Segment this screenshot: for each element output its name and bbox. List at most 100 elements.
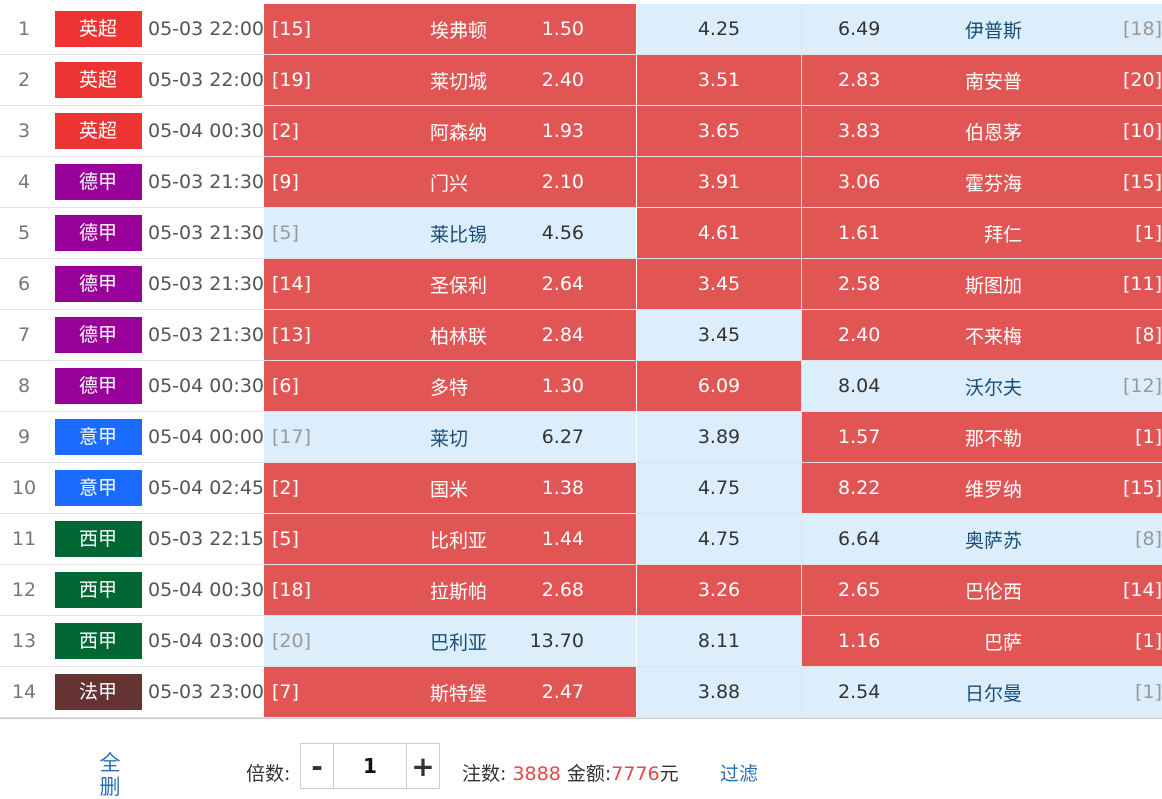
decrement-button[interactable]: - — [301, 744, 334, 788]
home-win-option[interactable]: [2] 阿森纳 1.93 — [264, 106, 637, 156]
league-cell: 英超 — [48, 55, 148, 105]
draw-option[interactable]: 4.75 — [637, 463, 802, 513]
away-rank: [1] — [1135, 630, 1162, 652]
home-win-option[interactable]: [7] 斯特堡 2.47 — [264, 667, 637, 717]
match-row: 8 德甲 05-04 00:30 [6] 多特 1.30 6.09 8.04 沃… — [0, 361, 1162, 412]
away-team: 维罗纳 — [964, 478, 1022, 501]
away-win-option[interactable]: 2.58 斯图加 [11] — [802, 259, 1162, 309]
away-odds: 8.22 — [838, 477, 881, 499]
league-cell: 西甲 — [48, 616, 148, 666]
away-win-option[interactable]: 6.64 奥萨苏 [8] — [802, 514, 1162, 564]
away-team: 奥萨苏 — [964, 529, 1022, 552]
draw-option[interactable]: 3.65 — [637, 106, 802, 156]
draw-odds: 3.89 — [697, 426, 741, 448]
home-win-option[interactable]: [19] 莱切城 2.40 — [264, 55, 637, 105]
home-odds: 2.84 — [541, 324, 584, 346]
home-odds: 13.70 — [529, 630, 584, 652]
home-team: 莱切 — [430, 427, 469, 450]
away-team: 拜仁 — [983, 223, 1022, 246]
home-rank: [14] — [272, 273, 312, 295]
home-win-option[interactable]: [5] 莱比锡 4.56 — [264, 208, 637, 258]
match-index: 1 — [17, 18, 31, 40]
home-rank: [20] — [272, 630, 312, 652]
draw-odds: 3.26 — [697, 579, 741, 601]
away-team: 日尔曼 — [964, 682, 1022, 705]
away-win-option[interactable]: 3.83 伯恩茅 [10] — [802, 106, 1162, 156]
draw-option[interactable]: 3.89 — [637, 412, 802, 462]
away-win-option[interactable]: 3.06 霍芬海 [15] — [802, 157, 1162, 207]
away-win-option[interactable]: 2.54 日尔曼 [1] — [802, 667, 1162, 717]
match-time: 05-04 02:45 — [148, 477, 265, 499]
draw-option[interactable]: 8.11 — [637, 616, 802, 666]
draw-option[interactable]: 4.75 — [637, 514, 802, 564]
league-cell: 意甲 — [48, 463, 148, 513]
away-win-option[interactable]: 1.16 巴萨 [1] — [802, 616, 1162, 666]
home-rank: [2] — [272, 477, 299, 499]
league-badge: 意甲 — [54, 419, 142, 455]
away-team: 伯恩茅 — [964, 121, 1022, 144]
home-team: 斯特堡 — [430, 682, 488, 705]
draw-option[interactable]: 4.25 — [637, 4, 802, 54]
draw-option[interactable]: 3.91 — [637, 157, 802, 207]
league-cell: 西甲 — [48, 565, 148, 615]
match-time: 05-03 21:30 — [148, 324, 265, 346]
home-win-option[interactable]: [13] 柏林联 2.84 — [264, 310, 637, 360]
clear-all-button[interactable]: 全删 — [99, 751, 121, 799]
away-rank: [1] — [1135, 681, 1162, 703]
match-index: 12 — [11, 579, 37, 601]
match-time: 05-04 03:00 — [148, 630, 265, 652]
away-win-option[interactable]: 2.40 不来梅 [8] — [802, 310, 1162, 360]
filter-button[interactable]: 过滤 — [720, 763, 759, 785]
draw-option[interactable]: 6.09 — [637, 361, 802, 411]
match-time: 05-04 00:30 — [148, 120, 265, 142]
match-time: 05-04 00:00 — [148, 426, 265, 448]
match-time: 05-03 21:30 — [148, 171, 265, 193]
away-win-option[interactable]: 6.49 伊普斯 [18] — [802, 4, 1162, 54]
away-win-option[interactable]: 1.61 拜仁 [1] — [802, 208, 1162, 258]
league-badge: 西甲 — [54, 521, 142, 557]
home-win-option[interactable]: [14] 圣保利 2.64 — [264, 259, 637, 309]
match-time: 05-03 22:15 — [148, 528, 265, 550]
draw-odds: 3.51 — [697, 69, 741, 91]
away-odds: 6.49 — [838, 18, 881, 40]
home-win-option[interactable]: [20] 巴利亚 13.70 — [264, 616, 637, 666]
draw-option[interactable]: 3.26 — [637, 565, 802, 615]
home-rank: [6] — [272, 375, 299, 397]
away-win-option[interactable]: 2.83 南安普 [20] — [802, 55, 1162, 105]
home-team: 巴利亚 — [430, 631, 488, 654]
match-row: 5 德甲 05-03 21:30 [5] 莱比锡 4.56 4.61 1.61 … — [0, 208, 1162, 259]
draw-option[interactable]: 3.45 — [637, 310, 802, 360]
league-cell: 英超 — [48, 106, 148, 156]
away-rank: [1] — [1135, 426, 1162, 448]
away-win-option[interactable]: 2.65 巴伦西 [14] — [802, 565, 1162, 615]
increment-button[interactable]: + — [406, 744, 439, 788]
match-time: 05-03 22:00 — [148, 18, 265, 40]
draw-option[interactable]: 3.51 — [637, 55, 802, 105]
home-win-option[interactable]: [9] 门兴 2.10 — [264, 157, 637, 207]
match-index: 3 — [17, 120, 31, 142]
home-odds: 1.38 — [541, 477, 584, 499]
draw-option[interactable]: 3.88 — [637, 667, 802, 717]
home-win-option[interactable]: [5] 比利亚 1.44 — [264, 514, 637, 564]
home-win-option[interactable]: [17] 莱切 6.27 — [264, 412, 637, 462]
away-win-option[interactable]: 1.57 那不勒 [1] — [802, 412, 1162, 462]
league-cell: 德甲 — [48, 157, 148, 207]
away-win-option[interactable]: 8.04 沃尔夫 [12] — [802, 361, 1162, 411]
draw-odds: 4.61 — [697, 222, 741, 244]
home-team: 埃弗顿 — [430, 19, 488, 42]
draw-option[interactable]: 4.61 — [637, 208, 802, 258]
match-index: 7 — [17, 324, 31, 346]
home-win-option[interactable]: [6] 多特 1.30 — [264, 361, 637, 411]
multiplier-input[interactable] — [334, 744, 406, 788]
league-cell: 西甲 — [48, 514, 148, 564]
home-win-option[interactable]: [15] 埃弗顿 1.50 — [264, 4, 637, 54]
league-badge: 英超 — [54, 11, 142, 47]
home-win-option[interactable]: [18] 拉斯帕 2.68 — [264, 565, 637, 615]
match-row: 1 英超 05-03 22:00 [15] 埃弗顿 1.50 4.25 6.49… — [0, 0, 1162, 55]
away-win-option[interactable]: 8.22 维罗纳 [15] — [802, 463, 1162, 513]
draw-odds: 6.09 — [697, 375, 741, 397]
draw-option[interactable]: 3.45 — [637, 259, 802, 309]
match-time: 05-04 00:30 — [148, 375, 265, 397]
home-win-option[interactable]: [2] 国米 1.38 — [264, 463, 637, 513]
currency-label: 元 — [659, 763, 679, 785]
